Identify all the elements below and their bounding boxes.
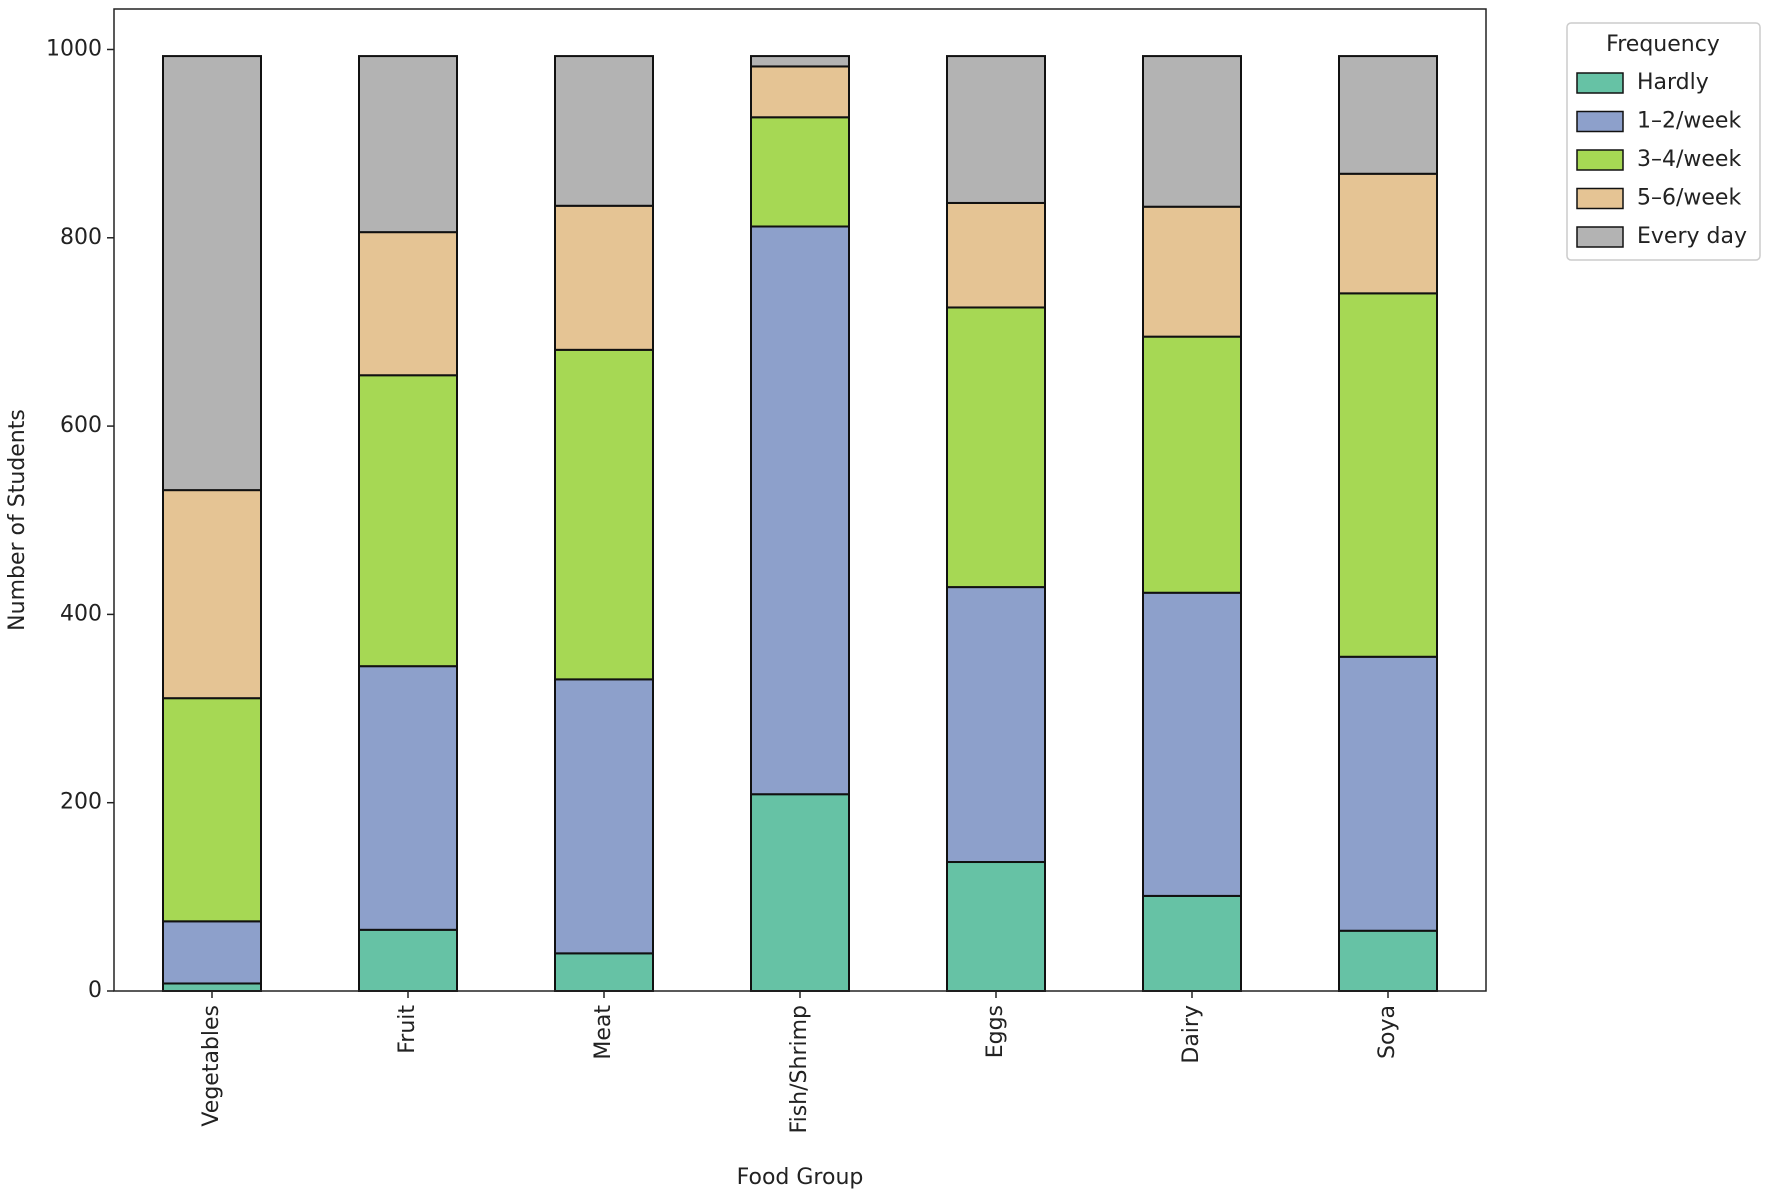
- bar-segment: [162, 982, 262, 993]
- x-axis-label: Food Group: [737, 1165, 864, 1190]
- legend-swatch: [1576, 110, 1624, 133]
- x-tick-label: Eggs: [983, 1005, 1008, 1058]
- x-tick-label: Meat: [591, 1005, 616, 1060]
- legend-swatch: [1576, 149, 1624, 171]
- bar-segment: [358, 665, 458, 931]
- y-tick-label: 600: [60, 413, 102, 438]
- legend-label: 5–6/week: [1637, 186, 1741, 211]
- y-tick-label: 400: [60, 601, 102, 626]
- x-tick-label: Dairy: [1179, 1005, 1204, 1064]
- bar-segment: [750, 65, 850, 119]
- bar-segment: [554, 55, 654, 207]
- bar-segment: [554, 204, 654, 351]
- bar-segment: [162, 489, 262, 700]
- bar-segment: [162, 55, 262, 492]
- bar-segment: [750, 225, 850, 796]
- bar-segment: [946, 861, 1046, 992]
- bar-segment: [1338, 655, 1438, 932]
- bar-segment: [554, 348, 654, 681]
- bar-segment: [1338, 292, 1438, 658]
- bar-segment: [946, 306, 1046, 589]
- legend-swatch: [1576, 72, 1624, 94]
- bar-segment: [1142, 205, 1242, 338]
- legend-label: Hardly: [1637, 70, 1709, 95]
- bar-segment: [946, 201, 1046, 309]
- bar-segment: [1142, 894, 1242, 992]
- bar-segment: [1142, 55, 1242, 208]
- x-tick-label: Fruit: [395, 1005, 420, 1054]
- y-tick-label: 1000: [46, 36, 102, 61]
- bar-segment: [1142, 335, 1242, 594]
- bar-segment: [162, 920, 262, 985]
- legend-swatch: [1576, 226, 1624, 248]
- x-tick-label: Fish/Shrimp: [787, 1005, 812, 1133]
- bar-segment: [1338, 929, 1438, 992]
- bar-segment: [1338, 55, 1438, 175]
- x-tick-label: Vegetables: [199, 1005, 224, 1127]
- bar-segment: [1142, 591, 1242, 897]
- bar-segment: [946, 55, 1046, 204]
- bar-segment: [358, 55, 458, 234]
- bar-segment: [358, 231, 458, 377]
- y-axis-label: Number of Students: [5, 409, 30, 631]
- plot-frame: [113, 8, 1487, 992]
- bar-segment: [750, 793, 850, 992]
- legend-label: 1–2/week: [1637, 109, 1741, 134]
- bar-segment: [554, 678, 654, 955]
- legend-label: 3–4/week: [1637, 147, 1741, 172]
- y-tick-label: 800: [60, 225, 102, 250]
- legend-label: Every day: [1637, 224, 1747, 249]
- bar-segment: [1338, 172, 1438, 295]
- y-tick-label: 0: [88, 978, 102, 1003]
- bar-segment: [554, 952, 654, 993]
- bar-segment: [946, 586, 1046, 864]
- bar-segment: [162, 697, 262, 923]
- x-tick-label: Soya: [1375, 1005, 1400, 1059]
- legend-title: Frequency: [1606, 32, 1720, 57]
- legend-swatch: [1576, 187, 1624, 210]
- y-tick-label: 200: [60, 790, 102, 815]
- bar-segment: [358, 374, 458, 668]
- bar-segment: [750, 55, 850, 68]
- bar-segment: [358, 928, 458, 992]
- bar-segment: [750, 116, 850, 228]
